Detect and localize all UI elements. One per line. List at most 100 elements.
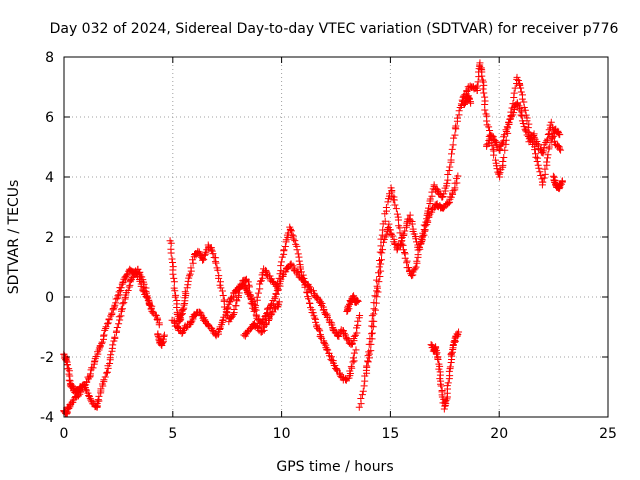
data-point <box>187 264 195 272</box>
data-point <box>479 85 487 93</box>
data-point <box>415 243 423 251</box>
x-tick-label: 10 <box>273 426 291 442</box>
data-point <box>543 158 551 166</box>
data-point <box>186 270 194 278</box>
data-point <box>234 284 242 292</box>
data-point <box>277 258 285 266</box>
data-point <box>189 259 197 267</box>
data-point <box>217 284 225 292</box>
data-point <box>541 165 549 173</box>
data-point <box>421 227 429 235</box>
data-point <box>109 341 117 349</box>
data-point <box>496 169 504 177</box>
data-point <box>331 361 339 369</box>
data-point <box>170 274 178 282</box>
data-point <box>158 339 166 347</box>
data-point <box>488 132 496 140</box>
data-point <box>113 324 121 332</box>
data-point <box>364 358 372 366</box>
data-point <box>243 289 251 297</box>
data-point <box>347 363 355 371</box>
data-point <box>522 127 530 135</box>
data-point <box>160 331 168 339</box>
series-arc-12 <box>483 99 565 157</box>
data-point <box>534 161 542 169</box>
data-point <box>467 99 475 107</box>
data-point <box>408 272 416 280</box>
y-tick-label: -2 <box>40 350 54 366</box>
data-point <box>356 312 364 320</box>
data-point <box>87 396 95 404</box>
data-point <box>185 272 193 280</box>
data-point <box>277 262 285 270</box>
data-point <box>488 142 496 150</box>
data-point <box>294 250 302 258</box>
data-point <box>443 179 451 187</box>
data-point <box>368 329 376 337</box>
data-point <box>382 203 390 211</box>
data-point <box>405 264 412 272</box>
series-arc-07 <box>343 292 362 316</box>
series-arc-10 <box>427 328 463 413</box>
data-point <box>479 76 487 84</box>
y-tick-label: 8 <box>45 50 54 66</box>
data-point <box>173 304 181 312</box>
data-point <box>505 118 513 126</box>
data-point <box>224 303 232 311</box>
data-point <box>481 106 489 114</box>
data-point <box>304 282 312 290</box>
data-point <box>372 299 380 307</box>
axes: 0 5 10 15 20 25 -4 -2 0 2 4 6 8 <box>40 50 617 442</box>
data-point <box>64 365 72 373</box>
data-point <box>495 170 503 178</box>
data-point <box>377 260 385 268</box>
data-point <box>406 216 414 224</box>
data-point <box>183 284 191 292</box>
data-point <box>401 227 409 235</box>
data-point <box>510 109 518 117</box>
data-point <box>117 312 125 320</box>
data-point <box>360 382 368 390</box>
series-arc-08 <box>355 125 460 411</box>
data-point <box>128 274 136 282</box>
data-point <box>168 255 176 263</box>
data-point <box>411 265 419 273</box>
data-point <box>463 87 471 95</box>
data-point <box>500 153 508 161</box>
data-point <box>454 172 462 180</box>
data-point <box>536 168 544 176</box>
data-point <box>367 330 375 338</box>
data-point <box>272 290 280 298</box>
data-point <box>507 113 515 121</box>
data-point <box>549 123 557 131</box>
data-point <box>321 340 329 348</box>
data-point <box>558 177 566 185</box>
series-arc-14 <box>549 172 566 193</box>
data-point <box>540 174 548 182</box>
data-point <box>518 95 526 103</box>
data-point <box>408 220 416 228</box>
data-point <box>543 137 551 145</box>
grid-lines <box>64 57 608 417</box>
data-point <box>115 288 123 296</box>
data-point <box>225 298 233 306</box>
data-point <box>106 359 114 367</box>
data-point <box>370 310 378 318</box>
data-point <box>440 405 448 413</box>
data-point <box>171 287 179 295</box>
data-point <box>287 227 295 235</box>
data-point <box>232 302 240 310</box>
data-point <box>514 101 522 109</box>
data-point <box>390 196 398 204</box>
data-point <box>242 285 250 293</box>
x-tick-label: 20 <box>490 426 508 442</box>
data-point <box>447 156 455 164</box>
data-point <box>245 281 253 289</box>
y-tick-label: 4 <box>45 170 54 186</box>
data-point <box>413 257 421 265</box>
data-point <box>550 132 558 140</box>
data-point <box>82 386 90 394</box>
data-point <box>207 246 215 254</box>
data-point <box>230 310 238 318</box>
